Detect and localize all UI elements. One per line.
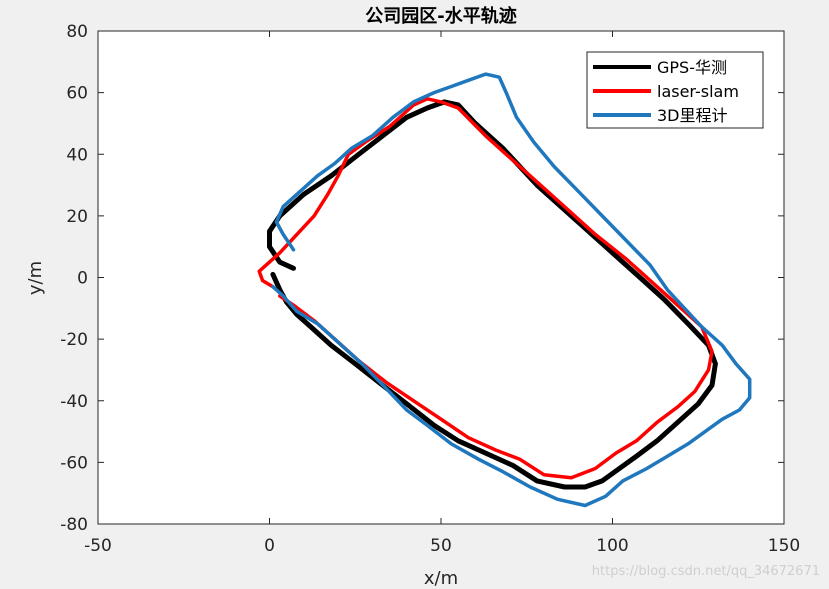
legend-label: laser-slam — [657, 82, 739, 101]
series-line-gps — [267, 99, 718, 490]
legend: GPS-华测 laser-slam 3D里程计 — [586, 51, 764, 129]
y-tick-label: 80 — [66, 22, 88, 42]
y-axis-label: y/m — [25, 261, 46, 295]
chart-title: 公司园区-水平轨迹 — [365, 5, 516, 27]
x-axis-label: x/m — [424, 568, 458, 589]
y-tick-label: -80 — [60, 515, 88, 535]
x-tick-label: 0 — [264, 536, 275, 556]
x-tick-label: 50 — [430, 536, 452, 556]
series-line-3d-odometry — [271, 72, 752, 508]
y-tick-label: 20 — [66, 207, 88, 227]
y-tick-label: -40 — [60, 392, 88, 412]
series-layer — [257, 72, 752, 508]
x-tick-label: 150 — [768, 536, 800, 556]
y-tick-label: 40 — [66, 145, 88, 165]
y-tick-label: -60 — [60, 453, 88, 473]
y-tick-label: 0 — [77, 269, 88, 289]
watermark: https://blog.csdn.net/qq_34672671 — [592, 564, 820, 579]
y-tick-label: 60 — [66, 84, 88, 104]
plot-frame — [97, 30, 785, 525]
legend-label: GPS-华测 — [657, 58, 727, 77]
x-tick-label: 100 — [596, 536, 628, 556]
y-tick-label: -20 — [60, 330, 88, 350]
x-tick-label: -50 — [84, 536, 112, 556]
legend-label: 3D里程计 — [657, 106, 728, 125]
